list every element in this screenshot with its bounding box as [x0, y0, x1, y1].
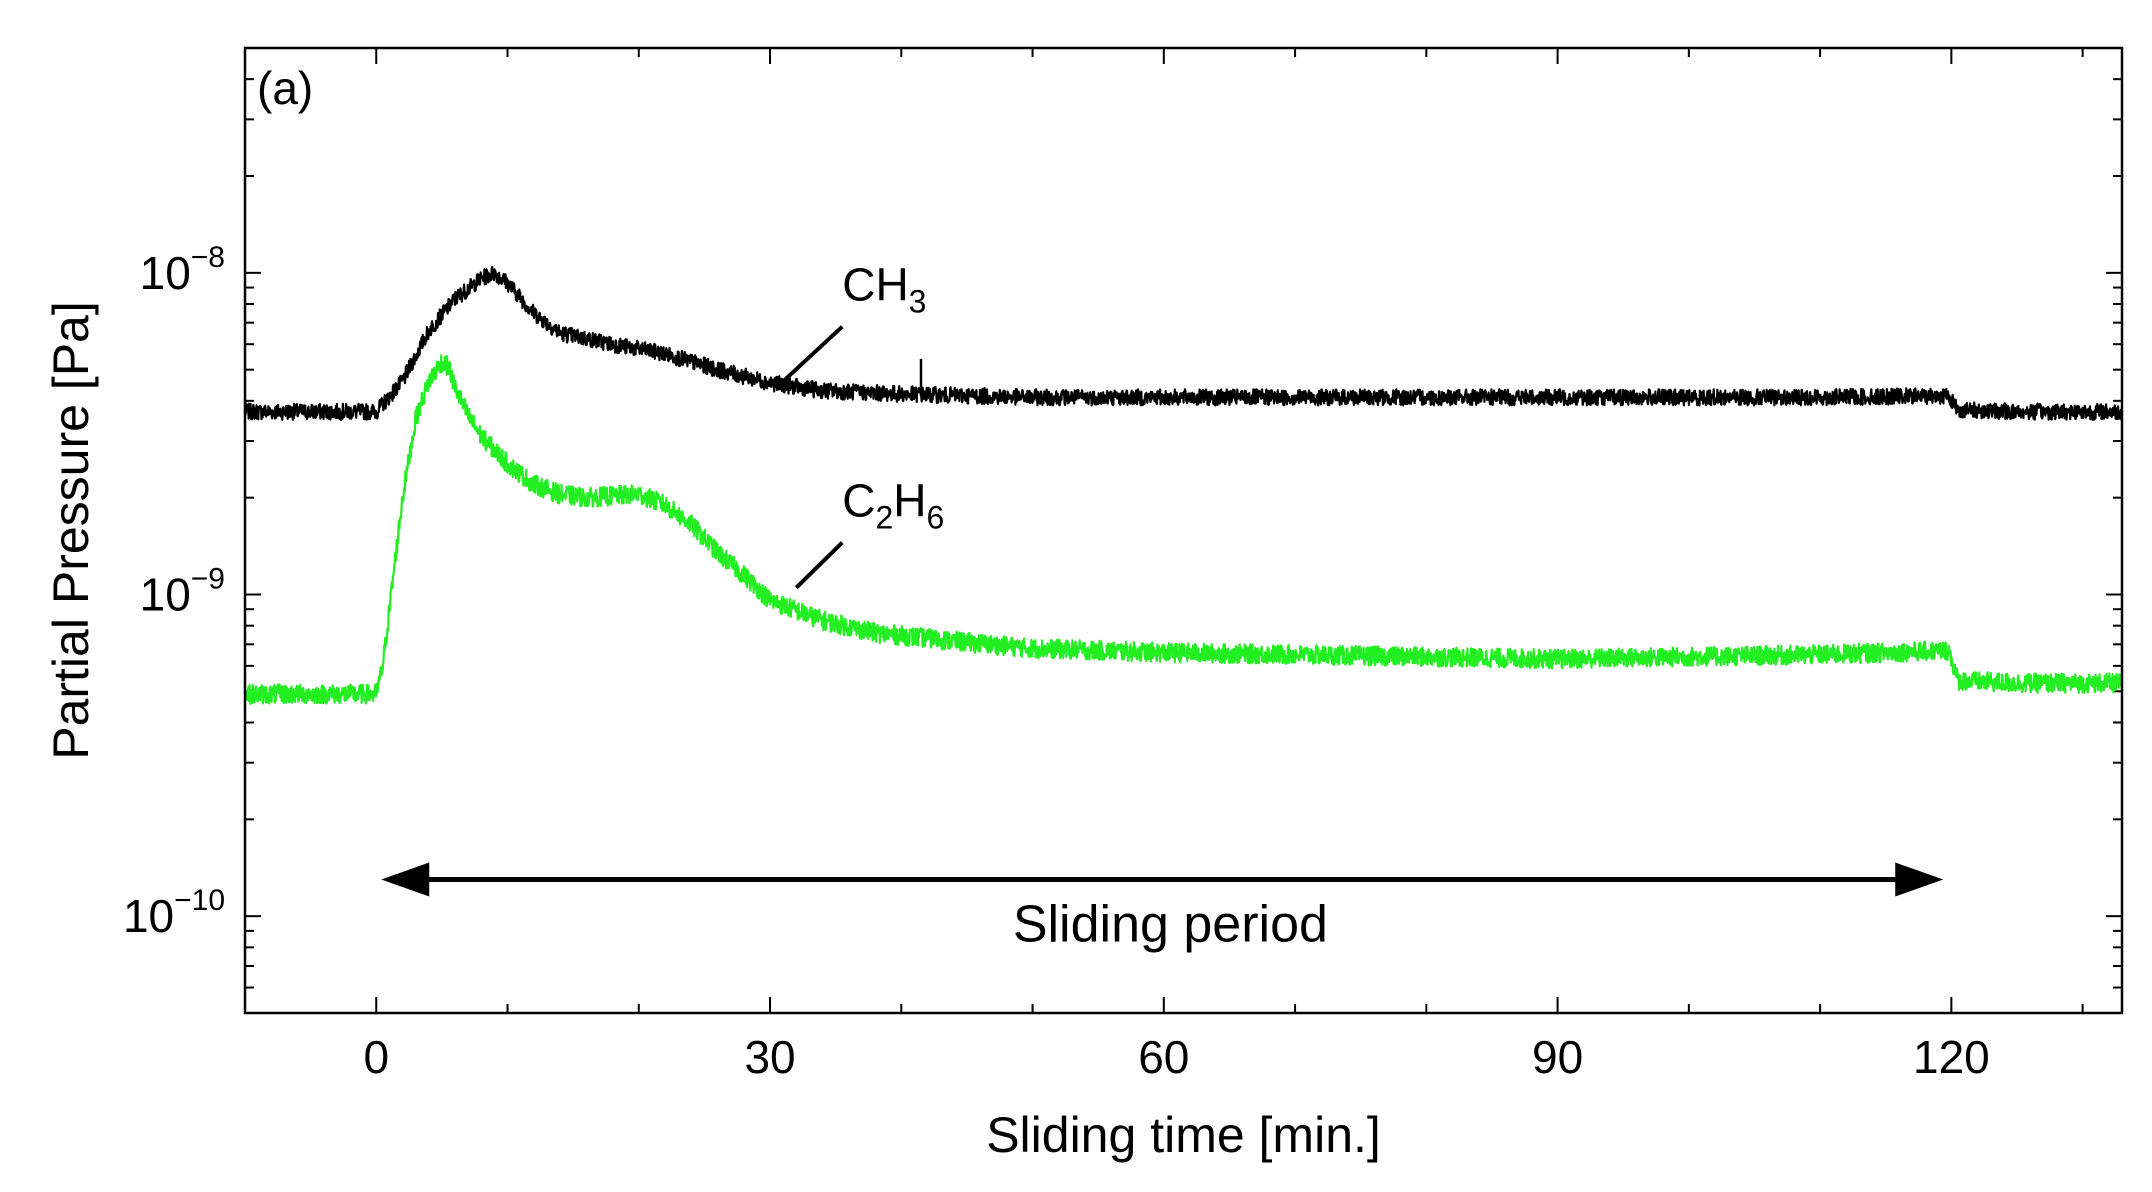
c2h6-label-sub: 2 — [875, 499, 893, 535]
c2h6-leader-line — [794, 541, 844, 590]
sliding-period-label: Sliding period — [1013, 896, 1328, 954]
ch3-leader-line — [781, 325, 844, 383]
y-axis-title: Partial Pressure [Pa] — [43, 301, 99, 760]
x-tick-label: 120 — [1913, 1031, 1990, 1083]
arrow-head-left — [381, 862, 430, 897]
x-tick-labels: 0 30 60 90 120 — [363, 1031, 1989, 1083]
y-tick-base: 10 — [123, 890, 174, 942]
arrow-head-right — [1895, 862, 1944, 897]
y-tick-base: 10 — [140, 569, 191, 621]
c2h6-series-line — [243, 354, 2123, 705]
c2h6-label-sub2: 6 — [926, 499, 944, 535]
ticks-group — [244, 47, 2122, 1013]
y-tick-base: 10 — [140, 247, 191, 299]
y-tick-exponent: −10 — [174, 884, 225, 917]
x-tick-label: 60 — [1138, 1031, 1189, 1083]
ch3-label-main: CH — [842, 259, 908, 311]
ch3-series-label: CH3 — [842, 259, 926, 320]
plot-frame — [243, 46, 2124, 1015]
c2h6-label-main2: H — [893, 474, 926, 526]
y-tick-label: 10−8 — [140, 241, 225, 299]
x-axis-title: Sliding time [min.] — [986, 1107, 1381, 1163]
series-group — [243, 265, 2123, 705]
c2h6-label-main: C — [842, 474, 875, 526]
panel-label: (a) — [257, 62, 313, 114]
y-tick-exponent: −8 — [191, 241, 225, 274]
x-tick-label: 30 — [744, 1031, 795, 1083]
y-tick-exponent: −9 — [191, 563, 225, 596]
y-tick-label: 10−10 — [123, 884, 225, 942]
ch3-label-sub: 3 — [909, 284, 927, 320]
y-tick-label: 10−9 — [140, 563, 225, 621]
x-tick-label: 0 — [363, 1031, 389, 1083]
y-tick-labels: 10−810−910−10 — [123, 241, 225, 942]
c2h6-series-label: C2H6 — [842, 474, 944, 535]
sliding-period-arrow — [381, 862, 1944, 897]
ch3-series-line — [243, 265, 2123, 421]
x-tick-label: 90 — [1532, 1031, 1583, 1083]
